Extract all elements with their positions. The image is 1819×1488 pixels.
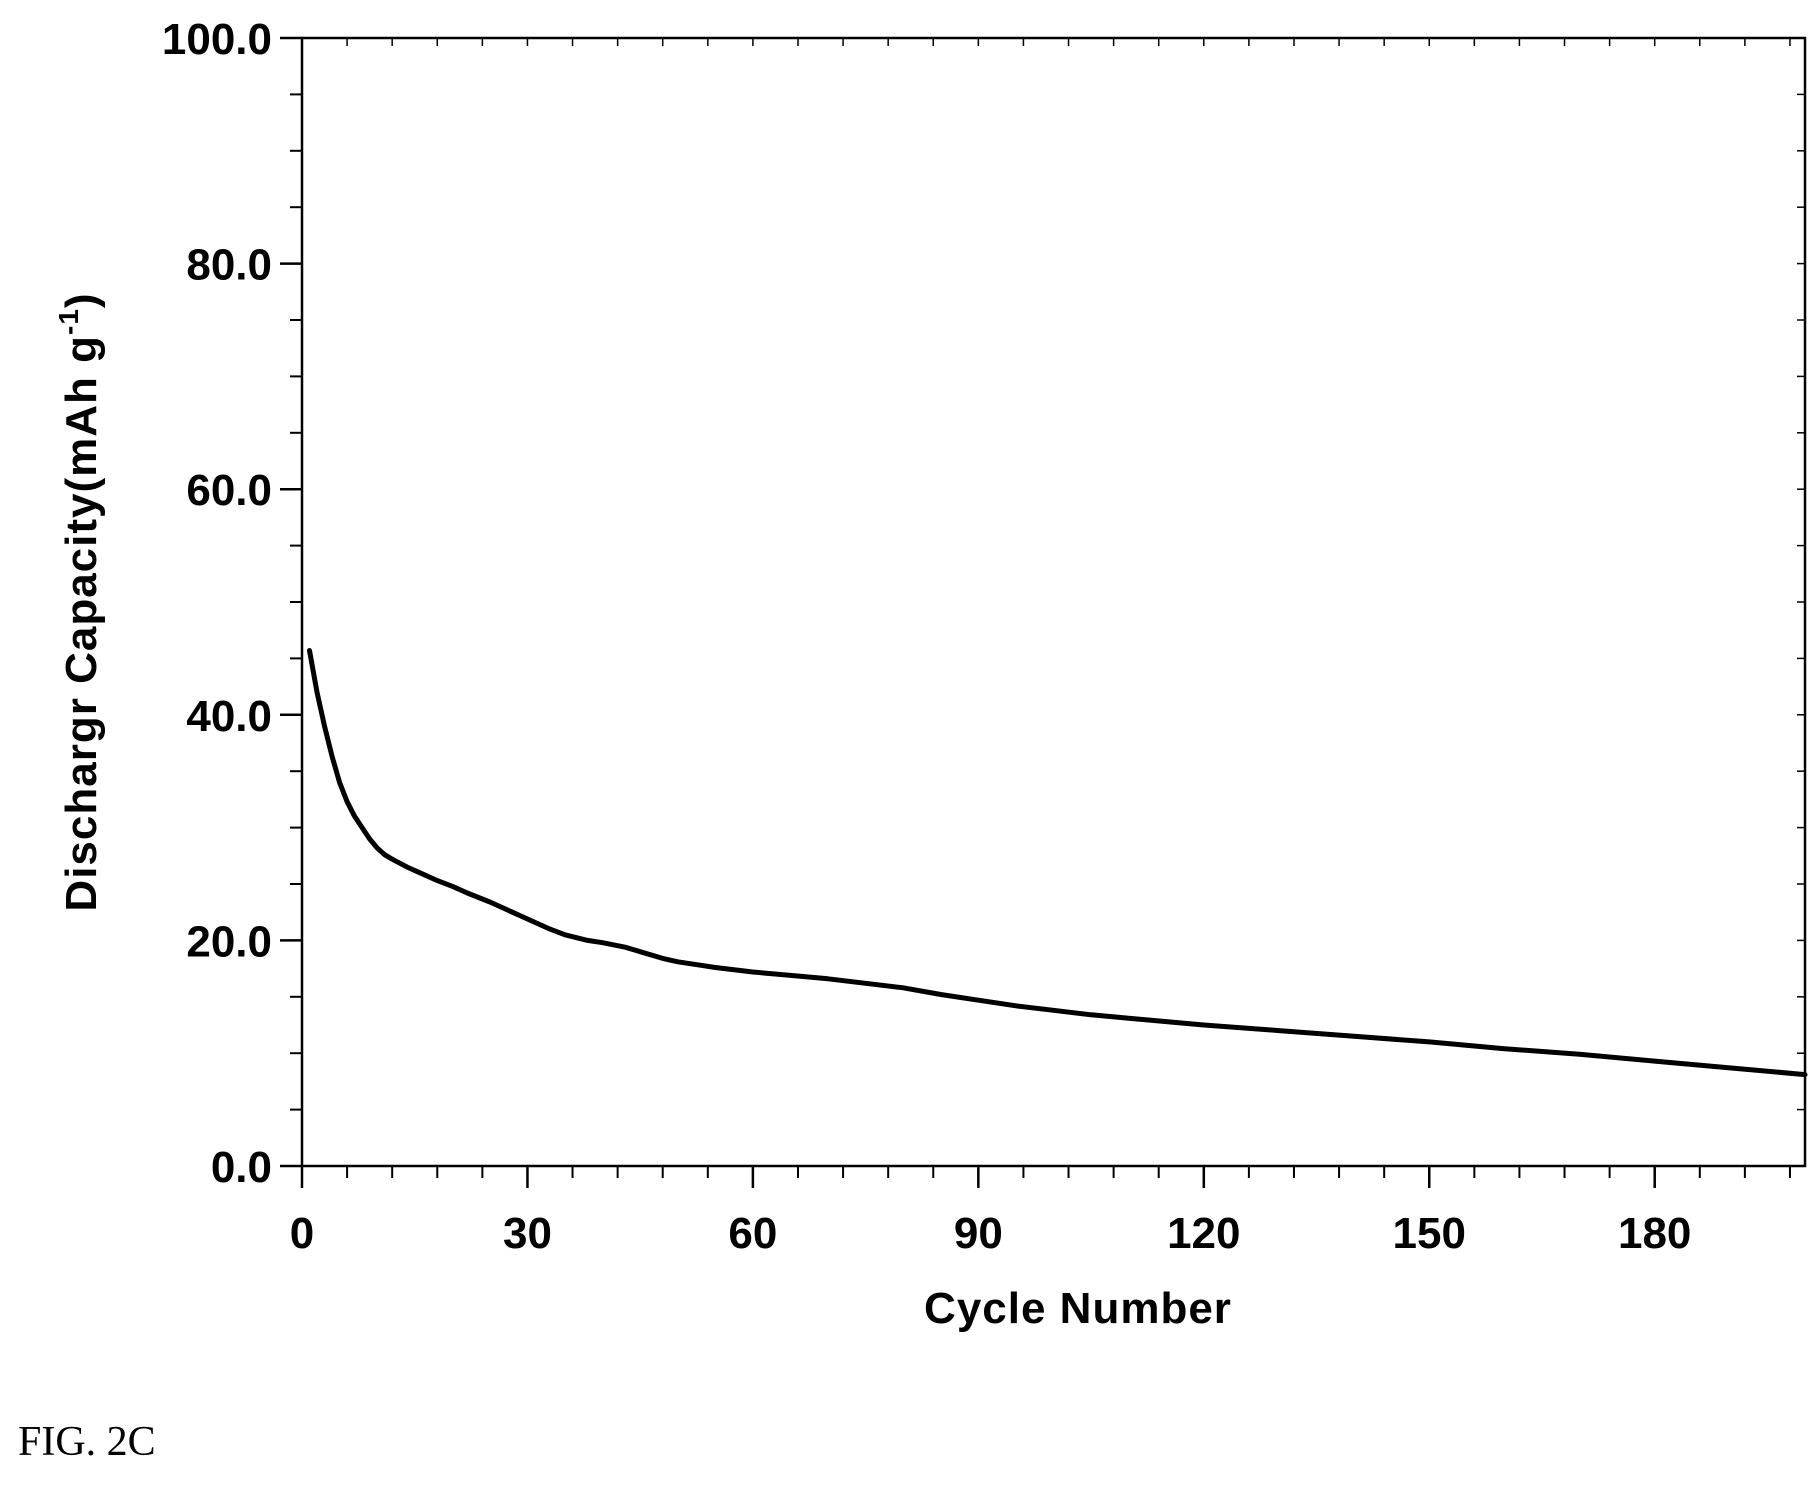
minor-ticks [290, 37, 1805, 1178]
y-tick-label: 0.0 [211, 1143, 272, 1192]
x-tick-label: 90 [954, 1209, 1003, 1258]
y-tick-label: 60.0 [186, 466, 272, 515]
x-tick-label: 180 [1618, 1209, 1691, 1258]
series-line [307, 648, 1808, 1078]
x-tick-label: 120 [1167, 1209, 1240, 1258]
x-tick-label: 30 [503, 1209, 552, 1258]
x-tick-labels: 0 30 60 90 120 150 180 [290, 1209, 1692, 1258]
y-axis-title-main: Dischargr Capacity(mAh g [57, 335, 106, 912]
x-tick-label: 0 [290, 1209, 314, 1258]
figure-caption: FIG. 2C [18, 1419, 156, 1465]
x-axis-title: Cycle Number [924, 1284, 1232, 1333]
plot-frame [300, 36, 1807, 1168]
major-ticks [280, 36, 1656, 1188]
y-axis-title: Dischargr Capacity(mAh g-1) [53, 292, 106, 911]
y-tick-label: 20.0 [186, 917, 272, 966]
y-tick-label: 40.0 [186, 692, 272, 741]
y-axis-title-close: ) [57, 292, 106, 308]
x-tick-label: 60 [728, 1209, 777, 1258]
y-tick-labels: 0.0 20.0 40.0 60.0 80.0 100.0 [162, 15, 272, 1192]
y-tick-label: 80.0 [186, 241, 272, 290]
y-axis-title-superscript: -1 [53, 308, 84, 335]
x-tick-label: 150 [1393, 1209, 1466, 1258]
y-tick-label: 100.0 [162, 15, 272, 64]
